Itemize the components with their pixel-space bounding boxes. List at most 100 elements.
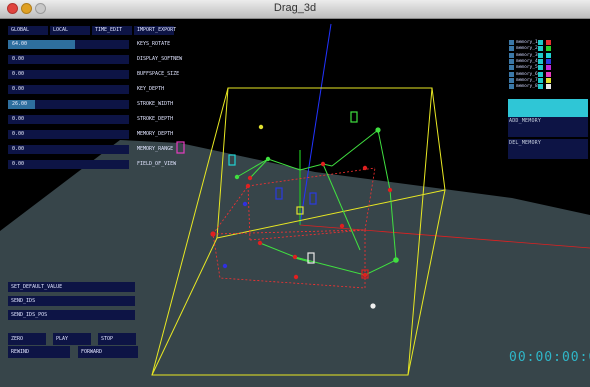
memory-toggle[interactable] bbox=[509, 58, 514, 64]
slider-label: STROKE_WIDTH bbox=[137, 101, 174, 107]
button-label: REWIND bbox=[11, 349, 30, 355]
slider-label: KEYS_ROTATE bbox=[137, 41, 171, 47]
memory-color-swatch[interactable] bbox=[546, 52, 551, 58]
close-window-button[interactable] bbox=[7, 3, 18, 14]
slider-label: STROKE_DEPTH bbox=[137, 116, 174, 122]
memory-color-swatch[interactable] bbox=[546, 58, 551, 64]
timecode-display: 00:00:00:00 bbox=[509, 350, 590, 365]
slider-label: BUFFSPACE_SIZE bbox=[137, 71, 180, 77]
memory-label: memory_8 bbox=[516, 84, 538, 90]
memory-select-swatch[interactable] bbox=[538, 52, 543, 58]
memory-color-swatch[interactable] bbox=[546, 46, 551, 52]
forward-button[interactable]: FORWARD bbox=[78, 346, 138, 358]
inner-red-box bbox=[212, 167, 376, 289]
add-memory-button[interactable]: ADD_MEMORY bbox=[508, 117, 588, 137]
slider-value: 0.00 bbox=[12, 161, 25, 167]
memory-color-swatch[interactable] bbox=[546, 84, 551, 90]
slider-value: 0.00 bbox=[12, 86, 25, 92]
memory-select-swatch[interactable] bbox=[538, 58, 543, 64]
button-label: STOP bbox=[101, 336, 114, 342]
slider[interactable]: 64.00 bbox=[8, 40, 129, 49]
button-label: ADD_MEMORY bbox=[509, 118, 542, 124]
minimize-window-button[interactable] bbox=[21, 3, 32, 14]
memory-select-swatch[interactable] bbox=[538, 40, 543, 45]
rewind-button[interactable]: REWIND bbox=[8, 346, 70, 358]
slider-fill bbox=[8, 40, 75, 49]
memory-select-swatch[interactable] bbox=[538, 71, 543, 77]
button-label: DEL_MEMORY bbox=[509, 140, 542, 146]
title-bar: Drag_3d bbox=[0, 0, 590, 19]
set-default-value-button[interactable]: SET_DEFAULT_VALUE bbox=[8, 282, 135, 292]
memory-color-swatch[interactable] bbox=[546, 77, 551, 83]
memory-toggle[interactable] bbox=[509, 77, 514, 83]
memory-toggle[interactable] bbox=[509, 46, 514, 52]
memory-label: memory_7 bbox=[516, 77, 538, 83]
slider[interactable]: 0.00 bbox=[8, 160, 129, 169]
zero-button[interactable]: ZERO bbox=[8, 333, 46, 345]
3d-viewport[interactable] bbox=[0, 19, 590, 387]
slider[interactable]: 26.00 bbox=[8, 100, 129, 109]
tab-label: GLOBAL bbox=[11, 27, 30, 33]
del-memory-button[interactable]: DEL_MEMORY bbox=[508, 139, 588, 159]
slider-label: MEMORY_DEPTH bbox=[137, 131, 174, 137]
slider-label: MEMORY_RANGE bbox=[137, 146, 174, 152]
slider-value: 0.00 bbox=[12, 56, 25, 62]
memory-color-swatch[interactable] bbox=[546, 65, 551, 71]
memory-select-swatch[interactable] bbox=[538, 65, 543, 71]
play-button[interactable]: PLAY bbox=[53, 333, 91, 345]
memory-toggle[interactable] bbox=[509, 40, 514, 45]
send-ids-button[interactable]: SEND_IDS bbox=[8, 296, 135, 306]
tab-label: LOCAL bbox=[53, 27, 69, 33]
slider-value: 0.00 bbox=[12, 71, 25, 77]
window-title: Drag_3d bbox=[273, 2, 317, 14]
memory-select-swatch[interactable] bbox=[538, 46, 543, 52]
slider-value: 0.00 bbox=[12, 131, 25, 137]
tab-time-edit[interactable]: TIME_EDIT bbox=[92, 26, 132, 35]
slider[interactable]: 0.00 bbox=[8, 55, 129, 64]
memory-toggle[interactable] bbox=[509, 65, 514, 71]
slider-value: 26.00 bbox=[12, 101, 28, 107]
slider[interactable]: 0.00 bbox=[8, 130, 129, 139]
memory-markers bbox=[176, 111, 369, 279]
memory-label: memory_4 bbox=[516, 58, 538, 64]
memory-toggle[interactable] bbox=[509, 71, 514, 77]
memory-select-swatch[interactable] bbox=[538, 77, 543, 83]
memory-label: memory_3 bbox=[516, 52, 538, 58]
x-axis-line bbox=[299, 224, 590, 249]
button-label: SET_DEFAULT_VALUE bbox=[11, 284, 63, 290]
slider-fill bbox=[8, 100, 35, 109]
button-label: SEND_IDS bbox=[11, 298, 36, 304]
slider[interactable]: 0.00 bbox=[8, 115, 129, 124]
slider[interactable]: 0.00 bbox=[8, 85, 129, 94]
button-label: FORWARD bbox=[81, 349, 103, 355]
memory-select-swatch[interactable] bbox=[538, 84, 543, 90]
memory-color-swatch[interactable] bbox=[546, 71, 551, 77]
slider-value: 0.00 bbox=[12, 146, 25, 152]
slider-value: 64.00 bbox=[12, 41, 28, 47]
slider-label: KEY_DEPTH bbox=[137, 86, 165, 92]
slider-label: FIELD_OF_VIEW bbox=[137, 161, 177, 167]
slider-label: DISPLAY_SOFTNEW bbox=[137, 56, 183, 62]
slider[interactable]: 0.00 bbox=[8, 145, 129, 154]
slider-value: 0.00 bbox=[12, 116, 25, 122]
memory-label: memory_1 bbox=[516, 40, 538, 45]
tab-label: TIME_EDIT bbox=[95, 27, 123, 33]
bounding-cube bbox=[151, 87, 446, 376]
memory-color-swatch[interactable] bbox=[546, 40, 551, 45]
tab-label: IMPORT_EXPORT bbox=[137, 27, 177, 33]
tab-local[interactable]: LOCAL bbox=[50, 26, 90, 35]
memory-toggle[interactable] bbox=[509, 84, 514, 90]
memory-color-preview[interactable] bbox=[508, 99, 588, 117]
data-points bbox=[210, 124, 399, 309]
z-axis-line bbox=[299, 23, 332, 226]
send-ids-pos-button[interactable]: SEND_IDS_POS bbox=[8, 310, 135, 320]
slider[interactable]: 0.00 bbox=[8, 70, 129, 79]
memory-toggle[interactable] bbox=[509, 52, 514, 58]
stop-button[interactable]: STOP bbox=[98, 333, 136, 345]
zoom-window-button[interactable] bbox=[35, 3, 46, 14]
memory-label: memory_6 bbox=[516, 71, 538, 77]
button-label: PLAY bbox=[56, 336, 69, 342]
tab-import-export[interactable]: IMPORT_EXPORT bbox=[134, 26, 177, 35]
tab-global[interactable]: GLOBAL bbox=[8, 26, 48, 35]
